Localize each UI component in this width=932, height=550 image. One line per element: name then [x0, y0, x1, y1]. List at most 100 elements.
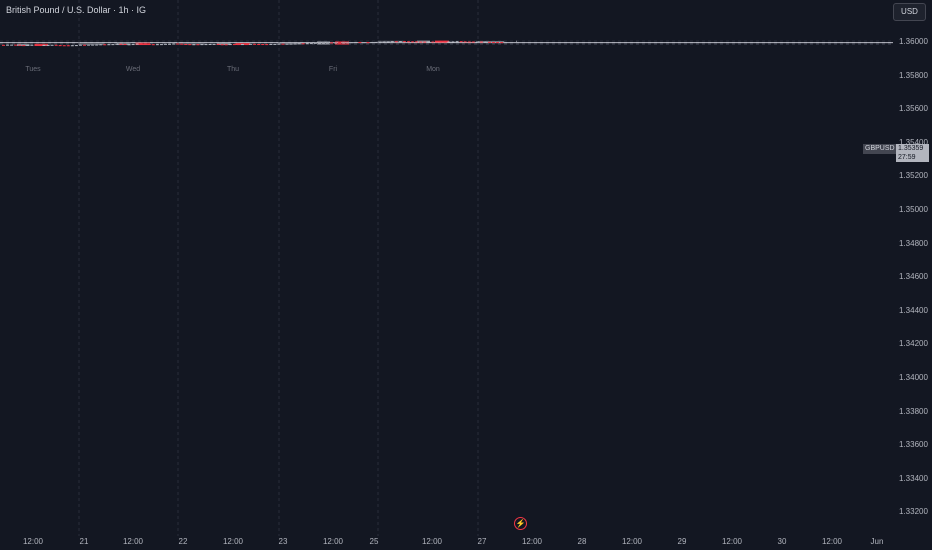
bull-candle	[135, 43, 139, 45]
session-box-mon	[477, 40, 505, 43]
bear-candle	[467, 41, 471, 43]
price-tick-label: 1.33400	[899, 473, 928, 483]
price-tick-label: 1.35400	[899, 137, 928, 147]
bull-candle	[362, 42, 366, 44]
bull-candle	[159, 44, 163, 46]
bear-candle	[407, 41, 410, 43]
price-tick-label: 1.36000	[899, 37, 928, 46]
bear-candle	[415, 41, 419, 43]
time-tick-label: 12:00	[122, 537, 144, 546]
bear-candle	[14, 44, 18, 46]
bear-candle	[496, 42, 500, 44]
bull-candle	[354, 41, 358, 43]
bull-candle	[78, 44, 82, 46]
bull-candle	[293, 43, 297, 45]
bear-candle	[431, 41, 435, 43]
bull-candle	[164, 43, 167, 45]
session-day-label: Wed	[125, 66, 141, 73]
price-tick-label: 1.35600	[899, 104, 928, 114]
bull-candle	[305, 43, 309, 45]
bull-candle	[451, 41, 455, 43]
bull-candle	[155, 44, 159, 46]
bull-candle	[240, 44, 244, 46]
bear-candle	[402, 41, 406, 43]
bear-candle	[261, 44, 265, 46]
price-tick-label: 1.34600	[899, 272, 928, 282]
bear-candle	[103, 44, 107, 46]
time-tick-label: 21	[79, 537, 89, 546]
bear-candle	[62, 45, 66, 47]
bull-candle	[374, 41, 378, 43]
price-tick-label: 1.35200	[899, 171, 928, 181]
bear-candle	[180, 43, 184, 45]
bear-candle	[479, 41, 483, 43]
time-tick-label: 12:00	[22, 537, 44, 546]
bear-candle	[2, 44, 5, 46]
bull-candle	[168, 43, 172, 45]
time-tick-label: 12:00	[621, 537, 643, 546]
bear-candle	[419, 41, 423, 43]
session-day-label: Mon	[426, 66, 440, 73]
session-day-label: Tues	[25, 66, 41, 73]
bull-candle	[273, 43, 277, 45]
bull-candle	[91, 44, 95, 46]
bear-candle	[301, 43, 305, 45]
bull-candle	[30, 44, 34, 46]
price-tick-label: 1.34400	[899, 305, 928, 315]
bear-candle	[281, 43, 285, 45]
bull-candle	[326, 42, 329, 44]
time-tick-label: 12:00	[721, 537, 743, 546]
bear-candle	[463, 41, 467, 43]
symbol-title: British Pound / U.S. Dollar · 1h · IG	[6, 5, 147, 15]
bull-candle	[200, 44, 204, 46]
time-tick-label: 12:00	[521, 537, 543, 546]
bull-candle	[46, 44, 50, 46]
time-tick-label: 27	[477, 537, 487, 546]
bull-candle	[50, 44, 54, 46]
bull-candle	[269, 43, 273, 45]
bear-candle	[232, 44, 236, 46]
lightning-icon[interactable]: ⚡	[514, 517, 527, 530]
bear-candle	[151, 44, 155, 46]
bear-candle	[38, 44, 42, 46]
price-tick-label: 1.35800	[899, 70, 928, 80]
currency-button[interactable]: USD	[893, 3, 926, 21]
bull-candle	[382, 41, 386, 43]
bull-candle	[172, 43, 176, 45]
bear-candle	[139, 43, 143, 45]
bear-candle	[358, 41, 362, 43]
bull-candle	[370, 41, 374, 43]
bull-candle	[249, 43, 253, 45]
bull-candle	[204, 44, 208, 46]
bull-candle	[277, 43, 281, 45]
bull-candle	[212, 43, 216, 45]
bear-candle	[459, 41, 463, 43]
bear-candle	[184, 43, 188, 45]
bull-candle	[390, 41, 394, 43]
bull-candle	[317, 42, 321, 44]
bear-candle	[366, 42, 370, 44]
price-tick-label: 1.33200	[899, 507, 928, 517]
bull-candle	[289, 43, 293, 45]
bull-candle	[342, 42, 346, 44]
bear-candle	[18, 44, 22, 46]
time-tick-label: 22	[178, 537, 188, 546]
bull-candle	[398, 41, 402, 43]
bull-candle	[455, 41, 459, 43]
bull-candle	[6, 44, 10, 46]
bull-candle	[208, 43, 212, 45]
time-tick-label: 12:00	[821, 537, 843, 546]
bull-candle	[42, 44, 46, 46]
bear-candle	[83, 44, 86, 46]
bear-candle	[394, 41, 398, 43]
price-tick-label: 1.33800	[899, 406, 928, 416]
bull-candle	[131, 44, 135, 46]
bull-candle	[309, 43, 313, 45]
bull-candle	[313, 42, 317, 44]
bull-candle	[334, 42, 338, 44]
bear-candle	[224, 44, 228, 46]
bull-candle	[483, 41, 487, 43]
bull-candle	[378, 41, 382, 43]
